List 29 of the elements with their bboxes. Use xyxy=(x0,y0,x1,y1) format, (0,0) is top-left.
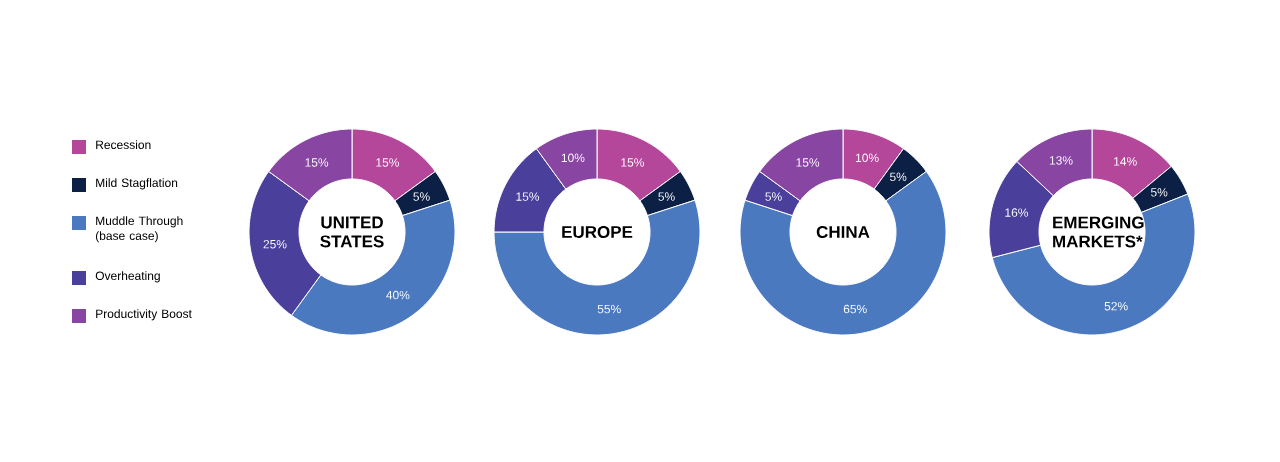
data-label: 25% xyxy=(263,239,287,249)
data-label: 65% xyxy=(843,304,867,314)
data-label: 5% xyxy=(765,192,782,201)
data-label: 15% xyxy=(516,192,540,201)
text: EUROPE xyxy=(562,225,633,239)
legend-label: Productivity Boost xyxy=(96,309,192,321)
text: EMERGING MARKETS* xyxy=(1053,216,1144,248)
data-label: 55% xyxy=(597,304,621,314)
legend-label: Mild Stagflation xyxy=(96,178,178,190)
data-label: 5% xyxy=(889,172,907,182)
data-label: 5% xyxy=(413,192,430,201)
data-label: 15% xyxy=(305,158,329,167)
data-label: 5% xyxy=(658,192,675,201)
legend-label: Recession xyxy=(96,140,151,149)
data-label: 15% xyxy=(621,158,644,167)
data-label: 15% xyxy=(796,158,820,167)
data-label: 52% xyxy=(1104,301,1128,311)
data-label: 16% xyxy=(1005,208,1029,217)
data-label: 10% xyxy=(561,153,585,163)
data-label: 13% xyxy=(1049,156,1073,165)
data-label: 15% xyxy=(376,158,399,167)
data-label: 14% xyxy=(1114,157,1137,166)
data-label: 10% xyxy=(856,153,879,163)
legend-label: Overheating xyxy=(95,271,160,283)
text: UNITED STATES xyxy=(320,216,384,248)
data-label: 5% xyxy=(1150,188,1168,197)
data-label: 40% xyxy=(386,290,410,300)
legend-label: Muddle Through (base case) xyxy=(95,216,183,243)
text: CHINA xyxy=(816,225,870,239)
